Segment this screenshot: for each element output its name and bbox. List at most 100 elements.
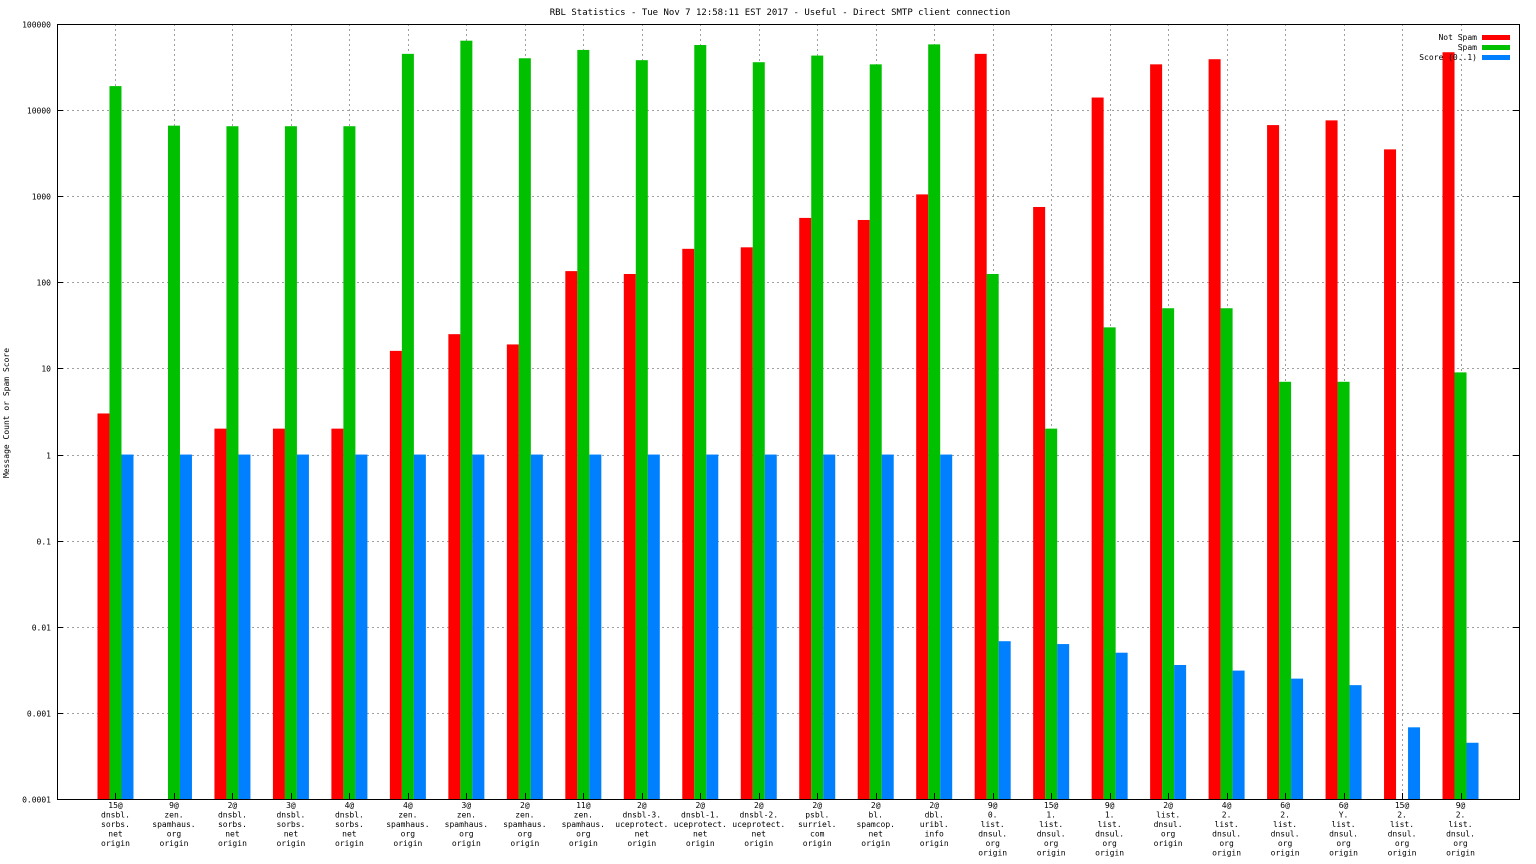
legend-label: Not Spam: [1438, 33, 1477, 42]
y-tick-label: 100: [37, 279, 52, 288]
bar-spam: [811, 55, 824, 799]
bar-spam: [869, 64, 882, 800]
y-tick-label: 100000: [22, 21, 51, 30]
bar-score: [472, 454, 485, 799]
bar-not-spam: [857, 219, 870, 799]
x-tick-label: 15@ 2. list. dnsul. org origin: [1388, 801, 1417, 858]
x-tick-label: 11@ zen. spamhaus. org origin: [562, 801, 605, 848]
x-tick-label: 4@ dnsbl. sorbs. net origin: [335, 801, 364, 848]
x-tick-label: 9@ zen. spamhaus. org origin: [152, 801, 195, 848]
bar-score: [1115, 652, 1128, 799]
y-tick-label: 0.0001: [22, 796, 51, 805]
x-tick-labels: 15@ dnsbl. sorbs. net origin 9@ zen. spamhaus. o…: [101, 793, 1475, 858]
x-tick-label: 9@ 0. list. dnsul. org origin: [978, 801, 1007, 858]
bar-not-spam: [1091, 97, 1104, 800]
bar-not-spam: [916, 194, 929, 799]
bar-spam: [1045, 428, 1058, 799]
legend-label: Spam: [1458, 43, 1477, 52]
bar-score: [1291, 678, 1304, 799]
x-tick-label: 2@ bl. spamcop. net origin: [856, 801, 895, 848]
x-tick-label: 2@ list. dnsul. org origin: [1154, 801, 1183, 848]
bar-score: [355, 454, 368, 799]
bar-score: [413, 454, 426, 799]
y-tick-label: 10000: [27, 107, 51, 116]
y-tick-label: 0.1: [37, 538, 52, 547]
bar-score: [823, 454, 836, 799]
y-tick-label: 1000: [32, 193, 51, 202]
bar-score: [1057, 644, 1070, 799]
bar-spam: [986, 273, 999, 800]
bar-spam: [518, 58, 531, 800]
y-tick-label: 0.001: [27, 710, 51, 719]
bar-score: [1174, 664, 1187, 799]
bar-not-spam: [1150, 64, 1163, 800]
x-tick-label: 2@ dnsbl-3. uceprotect. net origin: [615, 801, 668, 848]
bar-spam: [577, 49, 590, 800]
bar-score: [1349, 685, 1362, 799]
plot-frame: [57, 24, 1520, 800]
x-tick-label: 6@ Y. list. dnsul. org origin: [1329, 801, 1358, 858]
bar-spam: [1162, 308, 1175, 799]
bar-not-spam: [506, 344, 519, 799]
bar-not-spam: [1325, 120, 1338, 799]
bar-not-spam: [448, 334, 461, 799]
bar-score: [764, 454, 777, 799]
bar-spam: [401, 53, 414, 800]
y-tick-labels: 0.0001 0.001 0.01 0.1 1 10 100 1000 10000 100000: [22, 21, 1519, 805]
bar-score: [589, 454, 602, 799]
bar-spam: [460, 40, 473, 799]
bar-not-spam: [1208, 59, 1221, 800]
x-tick-label: 4@ 2. list. dnsul. org origin: [1212, 801, 1241, 858]
bar-spam: [1103, 327, 1116, 799]
bar-score: [940, 454, 953, 799]
bar-spam: [284, 126, 297, 799]
bar-not-spam: [1442, 52, 1455, 799]
bar-spam: [226, 126, 239, 799]
x-tick-label: 9@ 2. list. dnsul. org origin: [1446, 801, 1475, 858]
bar-not-spam: [974, 53, 987, 800]
x-tick-label: 2@ zen. spamhaus. org origin: [503, 801, 546, 848]
bar-score: [238, 454, 251, 799]
bar-score: [121, 454, 134, 799]
legend-swatch: [1482, 45, 1510, 50]
x-tick-label: 2@ dnsbl-2. uceprotect. net origin: [732, 801, 785, 848]
bar-not-spam: [272, 428, 285, 799]
bar-not-spam: [740, 247, 753, 800]
bar-score: [1466, 742, 1479, 799]
chart-title: RBL Statistics - Tue Nov 7 12:58:11 EST …: [550, 8, 1011, 18]
y-tick-label: 1: [46, 452, 51, 461]
x-tick-label: 3@ zen. spamhaus. org origin: [445, 801, 488, 848]
bars-layer: [97, 40, 1479, 800]
legend-swatch: [1482, 35, 1510, 40]
bar-score: [998, 641, 1011, 799]
bar-spam: [343, 126, 356, 799]
x-tick-label: 3@ dnsbl. sorbs. net origin: [276, 801, 305, 848]
x-tick-label: 2@ dbl. uribl. info origin: [920, 801, 949, 848]
bar-score: [1408, 727, 1421, 799]
bar-score: [1232, 670, 1245, 799]
bar-not-spam: [565, 271, 578, 800]
x-tick-label: 6@ 2. list. dnsul. org origin: [1271, 801, 1300, 858]
bar-not-spam: [389, 350, 402, 799]
bar-not-spam: [682, 248, 695, 800]
bar-not-spam: [1267, 125, 1280, 799]
bar-score: [296, 454, 309, 799]
bar-spam: [167, 125, 180, 799]
bar-not-spam: [97, 413, 110, 799]
bar-not-spam: [331, 428, 344, 799]
bar-spam: [694, 45, 707, 799]
bar-spam: [1220, 308, 1233, 799]
legend-swatch: [1482, 55, 1510, 60]
bar-not-spam: [623, 273, 636, 800]
legend-label: Score (0..1): [1419, 53, 1477, 62]
bar-spam: [928, 44, 941, 800]
y-tick-label: 10: [41, 365, 51, 374]
y-tick-label: 0.01: [32, 624, 51, 633]
bar-not-spam: [1384, 149, 1397, 799]
bar-score: [706, 454, 719, 799]
bar-spam: [752, 62, 765, 800]
y-axis-label: Message Count or Spam Score: [2, 348, 11, 478]
bar-not-spam: [1033, 206, 1046, 799]
